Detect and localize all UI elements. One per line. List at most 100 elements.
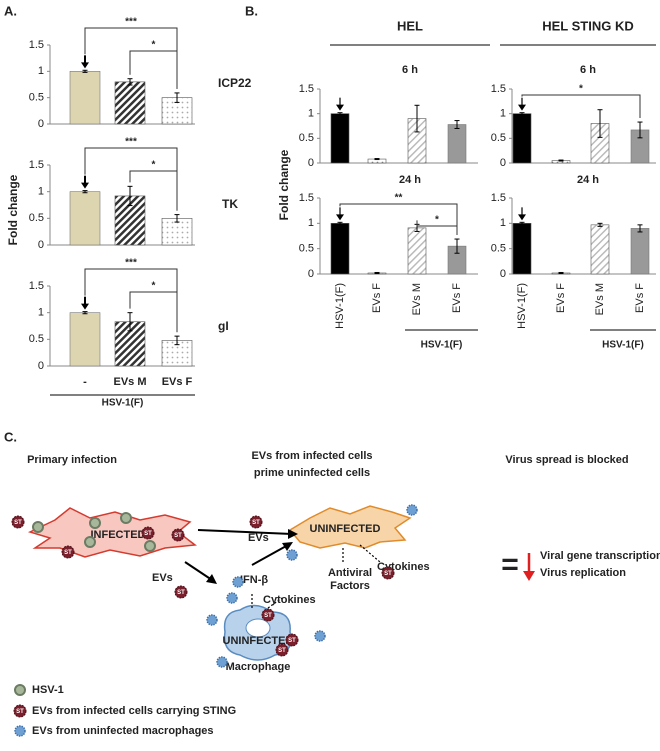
column-title: HEL STING KD — [542, 18, 634, 33]
edge-label: EVs — [248, 532, 269, 544]
arrow-head — [206, 574, 217, 584]
heading: prime uninfected cells — [254, 467, 370, 479]
significance-label: * — [152, 160, 156, 171]
side-label: gI — [218, 319, 229, 333]
y-tick-label: 0 — [38, 239, 44, 251]
y-tick-label: 0.5 — [29, 212, 44, 224]
sting-ev — [171, 528, 185, 542]
y-tick-label: 0 — [500, 268, 506, 280]
x-tick-label: EVs F — [555, 283, 567, 313]
y-tick-label: 1 — [38, 65, 44, 77]
marker-arrow-head — [336, 214, 344, 221]
side-label: ICP22 — [218, 76, 252, 90]
bar — [69, 71, 101, 125]
x-tick-label: - — [83, 376, 87, 388]
ev — [226, 592, 238, 604]
y-tick-label: 1.5 — [299, 192, 314, 204]
x-axis-label: HSV-1(F) — [102, 398, 144, 409]
sting-ev-label: ST — [174, 533, 182, 539]
x-tick-label: EVs M — [411, 283, 423, 315]
cell-label: UNINFECTED — [310, 523, 381, 535]
bar — [161, 218, 193, 246]
sting-ev-label: ST — [264, 613, 272, 619]
arrow — [197, 529, 293, 535]
y-tick-label: 0 — [308, 268, 314, 280]
bar — [69, 191, 101, 246]
y-tick-label: 1.5 — [491, 192, 506, 204]
macrophage-evs — [14, 504, 418, 737]
y-tick-label: 1 — [38, 186, 44, 198]
arrow — [184, 561, 213, 581]
edge-label: EVs — [152, 572, 173, 584]
bar — [114, 81, 146, 125]
uninfected-cell — [288, 505, 412, 549]
node-label: Cytokines — [263, 594, 316, 606]
node-label: IFN-β — [240, 574, 268, 586]
heading: Primary infection — [27, 454, 117, 466]
significance-bracket — [339, 203, 458, 236]
side-label: TK — [222, 197, 238, 211]
sting-ev-label: ST — [16, 709, 24, 715]
hsv-1 — [120, 512, 132, 524]
arrow — [359, 544, 381, 563]
y-tick-label: 1 — [308, 217, 314, 229]
sting-ev — [174, 585, 188, 599]
heading: Virus spread is blocked — [505, 454, 628, 466]
equals: = — [501, 548, 519, 581]
diagram: Primary infection EVs from infected cell… — [11, 450, 660, 737]
arrow-head — [288, 529, 298, 539]
y-tick-label: 0 — [500, 157, 506, 169]
significance-bracket — [129, 170, 178, 211]
chart-title: 24 h — [577, 174, 599, 186]
sting-ev — [11, 515, 25, 529]
heading: EVs from infected cells — [251, 450, 372, 462]
sting-ev — [249, 515, 263, 529]
sting-ev — [275, 643, 289, 657]
y-tick-label: 1 — [500, 108, 506, 120]
column-title: HEL — [397, 18, 423, 33]
x-tick-label: HSV-1(F) — [516, 283, 528, 329]
marker-arrow-head — [336, 104, 344, 111]
panel-label: A. — [4, 3, 17, 18]
ev — [14, 725, 26, 737]
significance-bracket — [129, 291, 178, 333]
nucleus — [245, 618, 271, 638]
bar — [512, 223, 532, 275]
ev — [314, 630, 326, 642]
arrow-head — [282, 542, 293, 551]
marker-arrow-head — [81, 182, 89, 189]
y-tick-label: 1 — [308, 108, 314, 120]
sting-ev — [141, 526, 155, 540]
y-axis-label: Fold change — [6, 174, 20, 245]
arrow-head — [523, 571, 535, 581]
marker-arrow-head — [81, 303, 89, 310]
hsv-1 — [14, 684, 26, 696]
x-axis-label: HSV-1(F) — [421, 340, 463, 351]
chart-title: 6 h — [402, 64, 418, 76]
y-tick-label: 0.5 — [299, 132, 314, 144]
significance-label: * — [579, 84, 583, 95]
sting-ev-label: ST — [288, 638, 296, 644]
hsv-particles — [14, 512, 156, 696]
significance-label: * — [435, 215, 439, 226]
ev — [286, 549, 298, 561]
y-axis-label: Fold change — [277, 149, 291, 220]
x-tick-label: HSV-1(F) — [334, 283, 346, 329]
y-tick-label: 0.5 — [491, 243, 506, 255]
significance-label: *** — [125, 137, 137, 148]
sting-ev — [261, 608, 275, 622]
y-tick-label: 1 — [38, 307, 44, 319]
node-label: Factors — [330, 580, 370, 592]
y-tick-label: 1.5 — [299, 83, 314, 95]
ev — [206, 614, 218, 626]
legend-entry: EVs from uninfected macrophages — [32, 725, 214, 737]
bar — [407, 227, 427, 275]
y-tick-label: 1.5 — [491, 83, 506, 95]
sting-ev-label: ST — [177, 590, 185, 596]
marker-arrow-head — [518, 104, 526, 111]
arrow — [251, 544, 289, 566]
marker-arrow-head — [518, 214, 526, 221]
significance-bracket — [129, 50, 178, 89]
